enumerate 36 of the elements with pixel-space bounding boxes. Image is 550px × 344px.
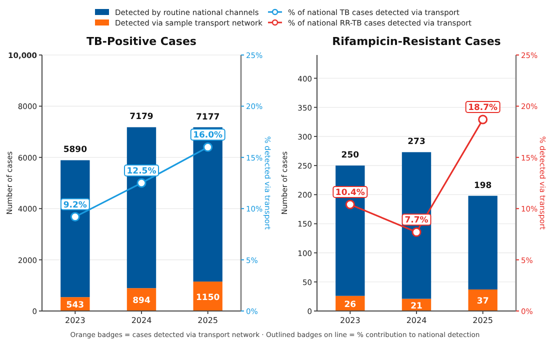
bar: [402, 152, 432, 299]
total-label: 198: [474, 180, 492, 191]
data-label: 18.7%: [468, 103, 498, 114]
data-label: 9.2%: [63, 200, 88, 210]
x-tick-label: 2025: [472, 316, 494, 325]
chart-title: Rifampicin-Resistant Cases: [332, 35, 502, 48]
point: [412, 227, 422, 237]
data-label: 894: [132, 296, 150, 306]
total-label: 5890: [63, 145, 88, 156]
x-tick-label: 2025: [198, 316, 218, 325]
total-label: 7179: [130, 112, 154, 122]
data-label: 12.5%: [126, 166, 157, 176]
total-label: 7177: [196, 112, 220, 122]
point: [345, 200, 355, 210]
data-label: 1150: [196, 292, 220, 303]
total-label: 273: [408, 137, 426, 148]
data-label: 16.0%: [193, 130, 224, 141]
data-label: 26: [344, 300, 356, 310]
total-label: 250: [341, 150, 360, 161]
x-tick-label: 2024: [406, 316, 427, 325]
chart-title: TB-Positive Cases: [86, 35, 197, 48]
x-tick-label: 2024: [131, 316, 152, 325]
point: [70, 212, 80, 222]
bar: [468, 289, 498, 311]
bar: [468, 196, 498, 290]
data-label: 21: [410, 301, 422, 312]
data-label: 10.4%: [335, 188, 366, 198]
data-label: 7.7%: [404, 216, 429, 226]
point: [203, 142, 213, 152]
bar: [60, 160, 90, 298]
point: [136, 178, 146, 188]
point: [478, 114, 488, 124]
x-tick-label: 2023: [340, 316, 360, 325]
data-label: 543: [66, 300, 84, 311]
x-tick-label: 2023: [64, 316, 86, 325]
data-label: 37: [476, 296, 489, 307]
